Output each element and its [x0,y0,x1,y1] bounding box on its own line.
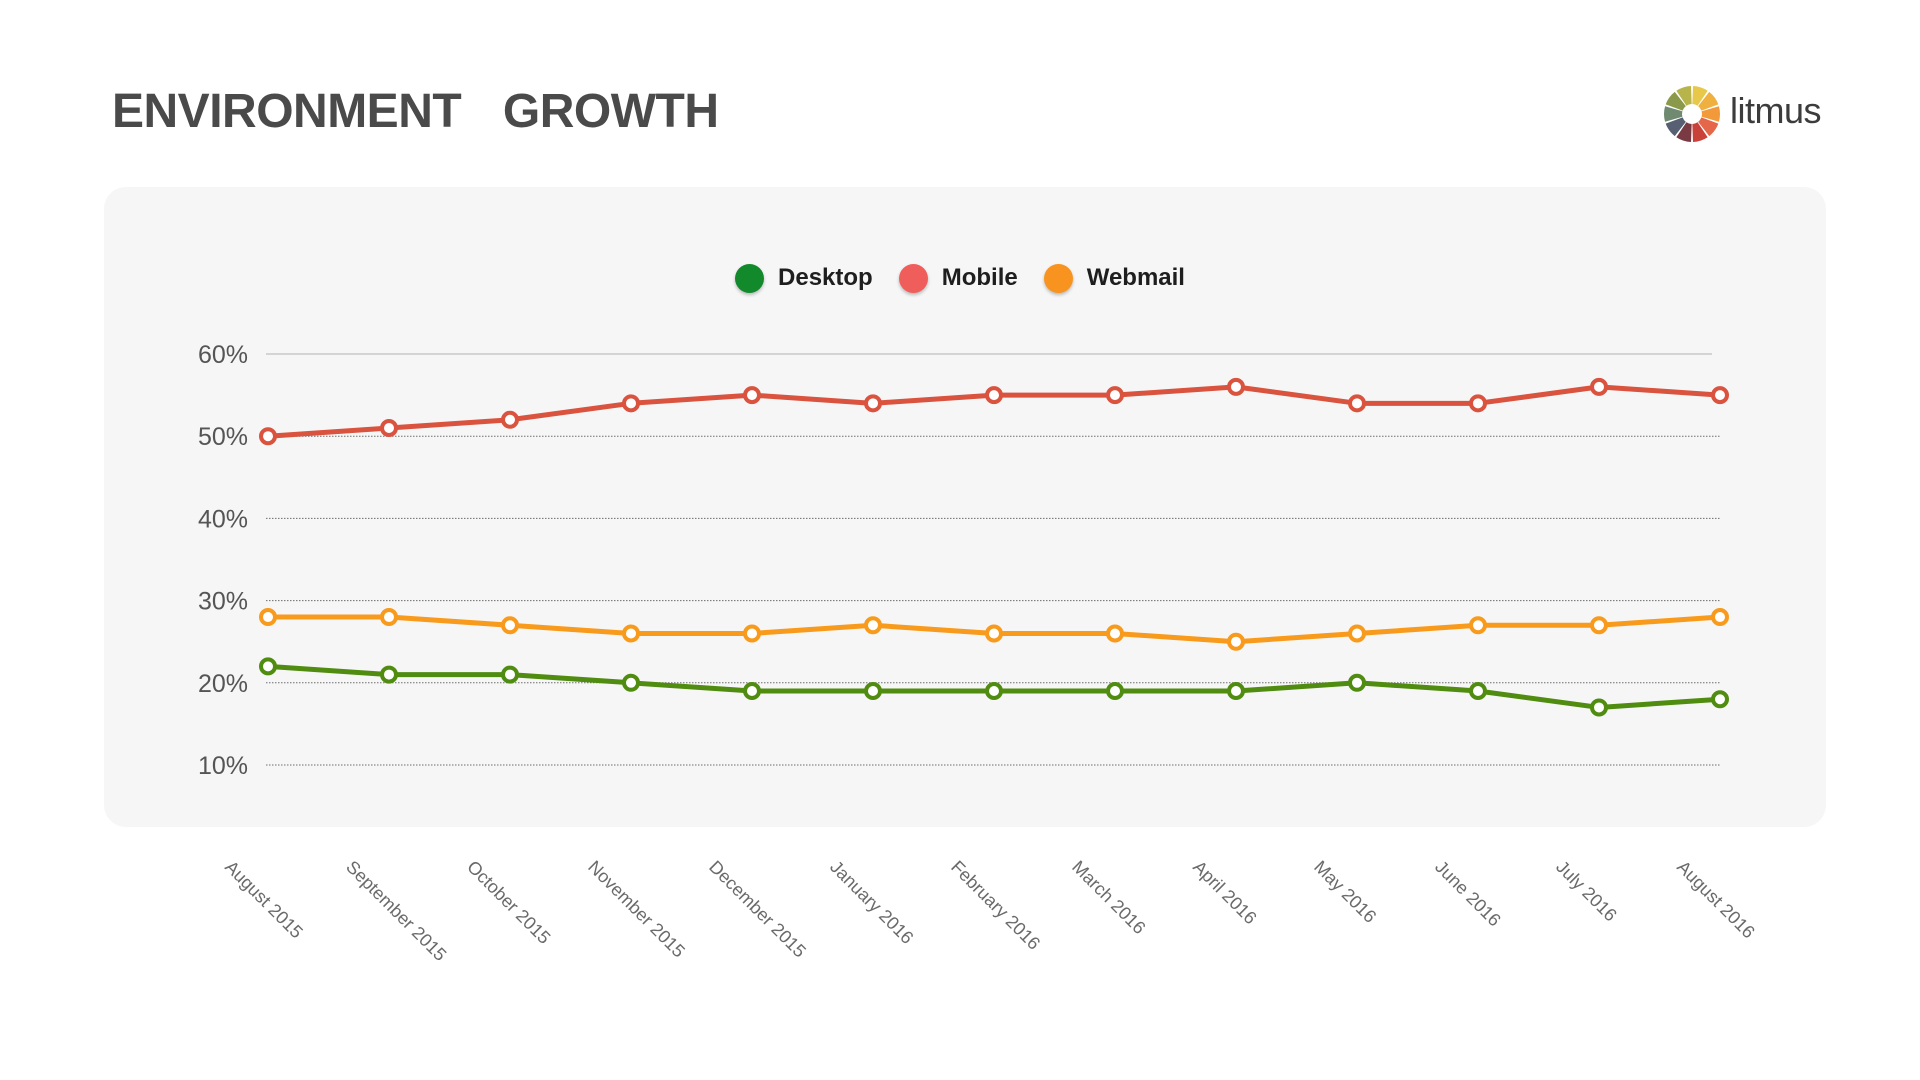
x-tick-label: February 2016 [947,857,1044,954]
data-point-desktop[interactable] [1227,682,1245,701]
data-point-webmail[interactable] [380,608,398,627]
data-point-webmail[interactable] [743,624,761,643]
x-tick-label: October 2015 [463,857,554,948]
x-tick-label: June 2016 [1431,857,1505,931]
data-point-desktop[interactable] [1590,698,1608,717]
legend-item-webmail[interactable]: Webmail [1043,258,1185,298]
data-point-mobile[interactable] [985,386,1003,405]
legend-item-desktop[interactable]: Desktop [735,258,873,298]
data-point-webmail[interactable] [864,616,882,635]
x-tick-label: November 2015 [584,857,689,962]
legend-swatch-desktop [735,263,765,293]
data-point-mobile[interactable] [380,418,398,437]
data-point-mobile[interactable] [1227,377,1245,396]
data-point-desktop[interactable] [1711,690,1729,709]
x-tick-label: July 2016 [1552,857,1621,926]
data-point-webmail[interactable] [1469,616,1487,635]
x-tick-label: January 2016 [826,857,917,948]
data-point-webmail[interactable] [1590,616,1608,635]
logo-segment [1692,122,1708,142]
legend-swatch-mobile [898,263,928,293]
data-point-webmail[interactable] [259,608,277,627]
data-point-mobile[interactable] [1469,394,1487,413]
litmus-logo-icon [1664,86,1720,142]
data-point-webmail[interactable] [1227,632,1245,651]
logo-segment [1664,106,1683,122]
y-tick-label: 50% [198,423,248,451]
data-point-mobile[interactable] [864,394,882,413]
legend-item-mobile[interactable]: Mobile [898,258,1018,298]
data-point-webmail[interactable] [985,624,1003,643]
data-point-webmail[interactable] [622,624,640,643]
logo-segment [1698,117,1719,137]
data-point-desktop[interactable] [501,665,519,684]
brand-name: litmus [1730,90,1822,131]
legend-label-webmail: Webmail [1086,264,1185,291]
data-point-desktop[interactable] [259,657,277,676]
data-point-desktop[interactable] [1348,673,1366,692]
legend-label-mobile: Mobile [941,264,1018,291]
data-point-mobile[interactable] [1590,377,1608,396]
chart-panel [104,187,1826,827]
x-tick-label: August 2015 [221,857,307,943]
data-point-desktop[interactable] [380,665,398,684]
page-title: ENVIRONMENT GROWTH [112,85,719,138]
data-point-desktop[interactable] [1106,682,1124,701]
data-point-mobile[interactable] [1711,386,1729,405]
data-point-webmail[interactable] [1711,608,1729,627]
logo-segment [1665,91,1686,111]
data-point-mobile[interactable] [501,410,519,429]
y-tick-label: 20% [198,670,248,698]
data-point-webmail[interactable] [1106,624,1124,643]
chart-legend: Desktop Mobile Webmail [0,258,1920,298]
data-point-desktop[interactable] [622,673,640,692]
brand-logo: litmus [1662,84,1822,142]
data-point-mobile[interactable] [1106,386,1124,405]
y-tick-label: 60% [198,341,248,369]
x-tick-label: May 2016 [1310,857,1380,927]
x-tick-label: April 2016 [1189,857,1260,928]
logo-segment [1701,106,1720,122]
logo-segment [1676,86,1692,106]
x-tick-label: December 2015 [705,857,810,962]
data-point-mobile[interactable] [622,394,640,413]
x-tick-label: September 2015 [342,857,450,965]
legend-label-desktop: Desktop [778,264,873,291]
y-tick-label: 40% [198,505,248,533]
data-point-webmail[interactable] [1348,624,1366,643]
data-point-desktop[interactable] [1469,682,1487,701]
data-point-desktop[interactable] [985,682,1003,701]
data-point-desktop[interactable] [864,682,882,701]
data-point-mobile[interactable] [743,386,761,405]
logo-segment [1698,91,1719,111]
x-tick-label: August 2016 [1673,857,1759,943]
y-tick-label: 10% [198,752,248,780]
logo-segment [1676,122,1692,142]
logo-segment [1692,86,1708,106]
y-tick-label: 30% [198,588,248,616]
data-point-mobile[interactable] [259,427,277,446]
data-point-mobile[interactable] [1348,394,1366,413]
x-tick-label: March 2016 [1068,857,1149,938]
data-point-desktop[interactable] [743,682,761,701]
logo-segment [1665,117,1686,137]
legend-swatch-webmail [1043,263,1073,293]
data-point-webmail[interactable] [501,616,519,635]
